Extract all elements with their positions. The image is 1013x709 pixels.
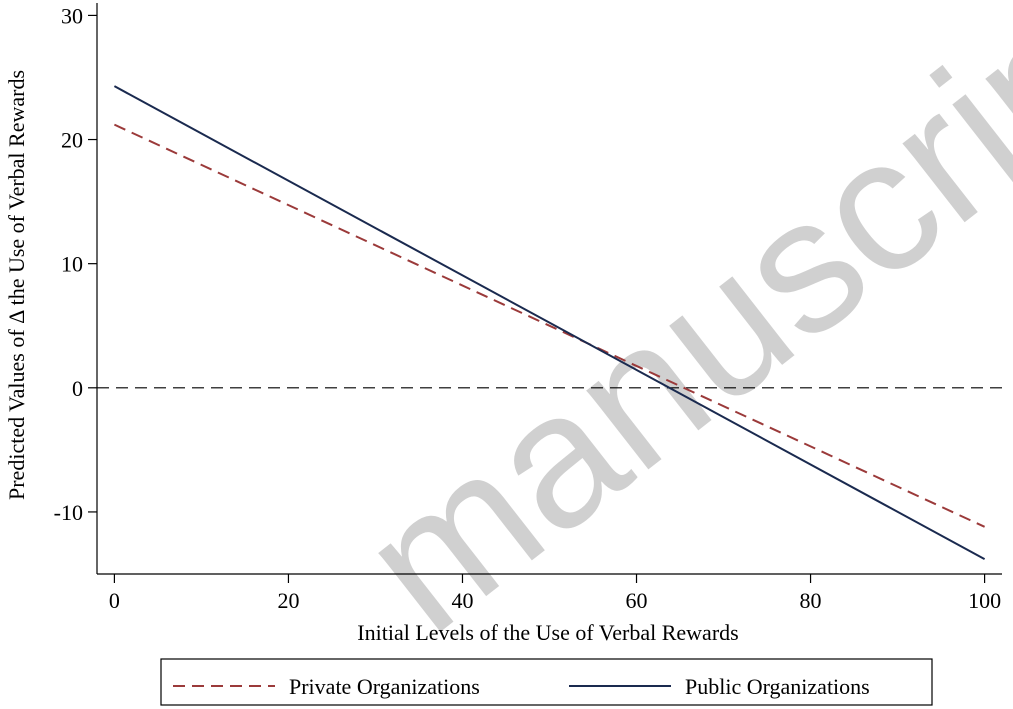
- x-tick-label: 0: [109, 588, 120, 613]
- x-tick-label: 60: [626, 588, 648, 613]
- series-layer: [113, 85, 986, 560]
- axes: -10 0 10 20 30 0 20 40 60 80 100: [54, 3, 1002, 613]
- legend-box: [160, 658, 933, 706]
- series-public-line: [113, 85, 986, 560]
- x-tick-label: 20: [277, 588, 299, 613]
- legend-label-private: Private Organizations: [289, 674, 480, 699]
- y-tick-label: 10: [61, 252, 83, 277]
- legend: Private Organizations Public Organizatio…: [160, 658, 933, 706]
- y-tick-label: 20: [61, 128, 83, 153]
- x-axis-title: Initial Levels of the Use of Verbal Rewa…: [357, 620, 738, 645]
- x-tick-label: 80: [800, 588, 822, 613]
- y-tick-label: 0: [72, 376, 83, 401]
- x-tick-label: 40: [451, 588, 473, 613]
- y-tick-label: 30: [61, 3, 83, 28]
- series-private-line: [113, 123, 986, 528]
- y-tick-label: -10: [54, 500, 83, 525]
- legend-label-public: Public Organizations: [685, 674, 870, 699]
- watermark-text: manuscript: [325, 0, 1013, 672]
- watermark: manuscript: [325, 0, 1013, 672]
- y-axis-title: Predicted Values of Δ the Use of Verbal …: [4, 70, 29, 500]
- x-tick-label: 100: [968, 588, 1001, 613]
